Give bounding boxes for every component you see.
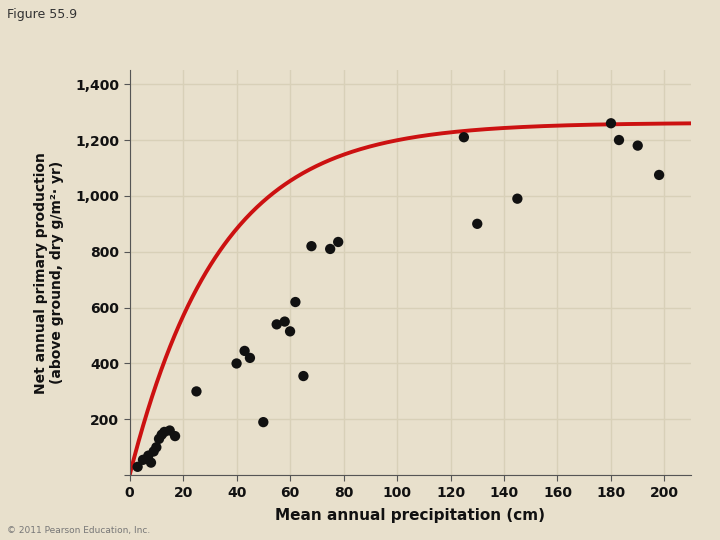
Point — [153, 435, 165, 443]
Point — [606, 119, 617, 127]
Text: Figure 55.9: Figure 55.9 — [7, 8, 77, 21]
Point — [472, 219, 483, 228]
Point — [244, 354, 256, 362]
Point — [148, 447, 159, 456]
Y-axis label: Net annual primary production
(above ground, dry g/m²· yr): Net annual primary production (above gro… — [34, 152, 64, 394]
Point — [169, 432, 181, 441]
Point — [325, 245, 336, 253]
Point — [271, 320, 282, 329]
Point — [132, 462, 143, 471]
Point — [164, 426, 176, 435]
Point — [306, 242, 318, 251]
Point — [145, 458, 157, 467]
Point — [143, 451, 154, 460]
Point — [289, 298, 301, 306]
Point — [191, 387, 202, 396]
Point — [150, 443, 162, 451]
Point — [279, 318, 290, 326]
Point — [284, 327, 296, 336]
Point — [239, 347, 251, 355]
Point — [512, 194, 523, 203]
Point — [156, 430, 168, 439]
Point — [158, 428, 170, 436]
Point — [138, 456, 149, 464]
Point — [613, 136, 625, 144]
Point — [231, 359, 243, 368]
Point — [653, 171, 665, 179]
Point — [333, 238, 344, 246]
Point — [632, 141, 644, 150]
Point — [458, 133, 469, 141]
Point — [258, 418, 269, 427]
Point — [297, 372, 309, 380]
X-axis label: Mean annual precipitation (cm): Mean annual precipitation (cm) — [275, 508, 546, 523]
Text: © 2011 Pearson Education, Inc.: © 2011 Pearson Education, Inc. — [7, 525, 150, 535]
